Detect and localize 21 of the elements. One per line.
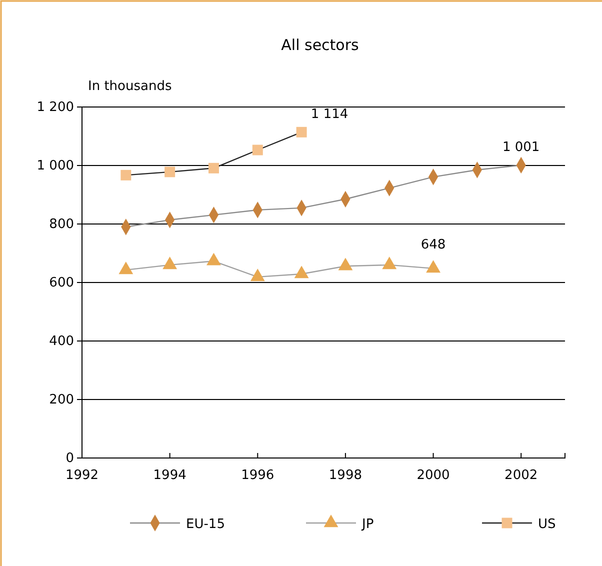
x-tick-label: 2000 [416, 468, 450, 484]
y-tick-label: 800 [49, 217, 74, 232]
chart-title: All sectors [281, 36, 360, 54]
data-label: 1 114 [310, 107, 348, 122]
x-tick-label: 1992 [65, 468, 99, 484]
y-tick-label: 200 [49, 392, 74, 408]
x-tick-label: 1996 [241, 468, 274, 484]
x-tick-label: 1998 [328, 468, 362, 484]
legend-label: JP [361, 517, 374, 532]
y-axis-title: In thousands [88, 79, 172, 94]
data-label: 1 001 [502, 140, 540, 156]
y-tick-label: 1 000 [36, 158, 74, 174]
y-tick-label: 0 [66, 451, 74, 466]
data-label: 648 [420, 237, 446, 252]
legend-label: US [538, 517, 556, 532]
x-tick-label: 1994 [153, 468, 186, 484]
x-tick-label: 2002 [504, 468, 538, 484]
legend-label: EU-15 [186, 517, 225, 532]
y-tick-label: 600 [49, 276, 74, 291]
y-tick-label: 400 [49, 334, 74, 350]
y-tick-label: 1 200 [36, 100, 74, 116]
